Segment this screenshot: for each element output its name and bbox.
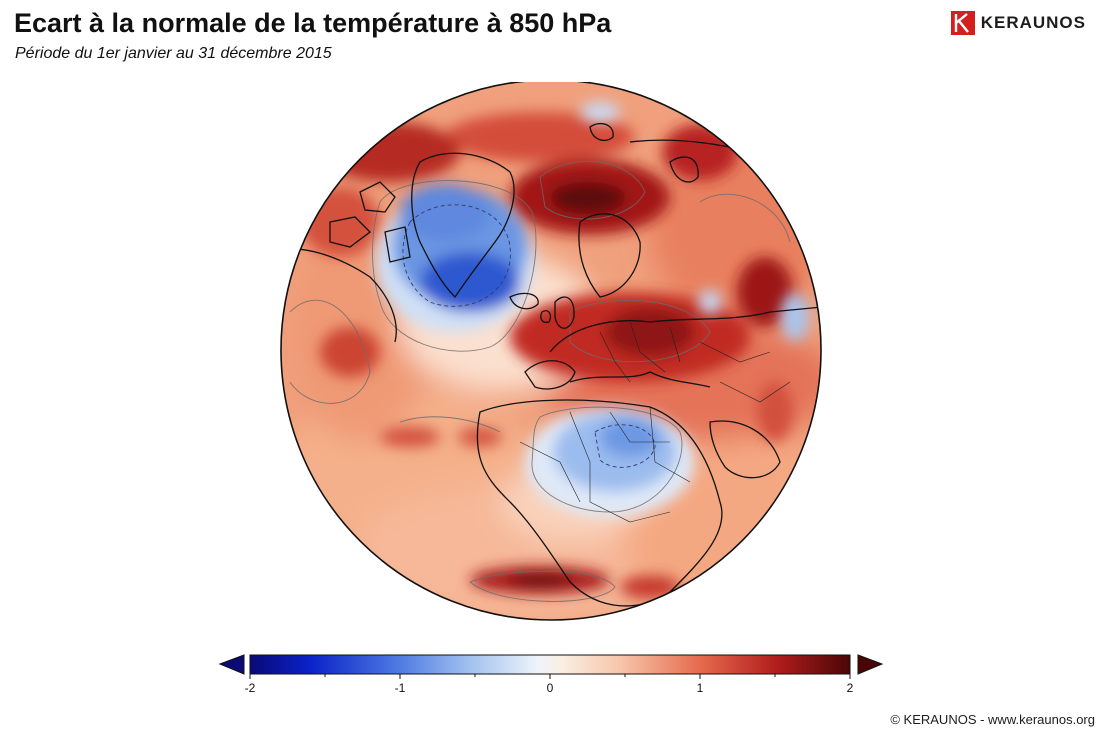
colorbar-tick-label: 1: [697, 681, 704, 694]
colorbar-tick-label: 2: [847, 681, 854, 694]
keraunos-logo-icon: [950, 11, 975, 35]
colorbar-high-arrow: [857, 654, 884, 675]
copyright-notice: © KERAUNOS - www.keraunos.org: [890, 712, 1095, 727]
globe-shading: [281, 82, 821, 620]
brand-logo[interactable]: KERAUNOS: [950, 11, 1086, 35]
brand-name: KERAUNOS: [980, 13, 1086, 32]
page-subtitle: Période du 1er janvier au 31 décembre 20…: [15, 45, 332, 62]
colorbar-low-arrow: [218, 654, 245, 675]
colorbar-ticks: [249, 674, 851, 679]
colorbar-tick-label: 0: [547, 681, 554, 694]
colorbar-tick-label: -2: [245, 681, 256, 694]
anomaly-globe-map: [280, 82, 822, 621]
colorbar-gradient: [249, 654, 851, 675]
page-title: Ecart à la normale de la température à 8…: [14, 8, 612, 38]
colorbar-tick-label: -1: [395, 681, 406, 694]
globe-outline: [280, 82, 822, 621]
colorbar: -2 -1 0 1 2: [218, 654, 884, 694]
